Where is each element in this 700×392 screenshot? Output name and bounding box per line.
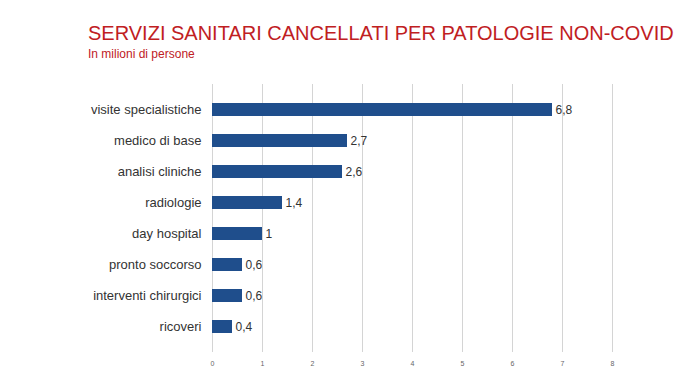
svg-text:3: 3 xyxy=(361,360,365,367)
svg-text:2,7: 2,7 xyxy=(351,134,368,148)
svg-text:7: 7 xyxy=(561,360,565,367)
svg-text:5: 5 xyxy=(461,360,465,367)
svg-text:radiologie: radiologie xyxy=(145,195,201,210)
svg-text:8: 8 xyxy=(611,360,615,367)
svg-text:4: 4 xyxy=(411,360,415,367)
svg-text:1,4: 1,4 xyxy=(286,196,303,210)
svg-text:ricoveri: ricoveri xyxy=(160,319,202,334)
svg-text:6,8: 6,8 xyxy=(556,103,573,117)
svg-text:0: 0 xyxy=(211,360,215,367)
html-text:SERVIZI SANITARI CANCELLATI PE: SERVIZI SANITARI CANCELLATI PER PATOLOGI… xyxy=(88,22,674,44)
svg-text:1: 1 xyxy=(266,227,273,241)
svg-text:0,4: 0,4 xyxy=(236,320,253,334)
svg-text:2,6: 2,6 xyxy=(346,165,363,179)
svg-text:day hospital: day hospital xyxy=(132,226,201,241)
svg-text:interventi chirurgici: interventi chirurgici xyxy=(93,288,201,303)
svg-text:6: 6 xyxy=(511,360,515,367)
svg-text:2: 2 xyxy=(311,360,315,367)
svg-text:analisi cliniche: analisi cliniche xyxy=(118,164,202,179)
svg-text:pronto soccorso: pronto soccorso xyxy=(109,257,202,272)
svg-text:visite specialistiche: visite specialistiche xyxy=(91,102,202,117)
svg-text:1: 1 xyxy=(261,360,265,367)
svg-text:0,6: 0,6 xyxy=(246,289,263,303)
svg-text:0,6: 0,6 xyxy=(246,258,263,272)
html-text:In milioni di persone: In milioni di persone xyxy=(88,47,195,61)
svg-text:medico di base: medico di base xyxy=(114,133,201,148)
